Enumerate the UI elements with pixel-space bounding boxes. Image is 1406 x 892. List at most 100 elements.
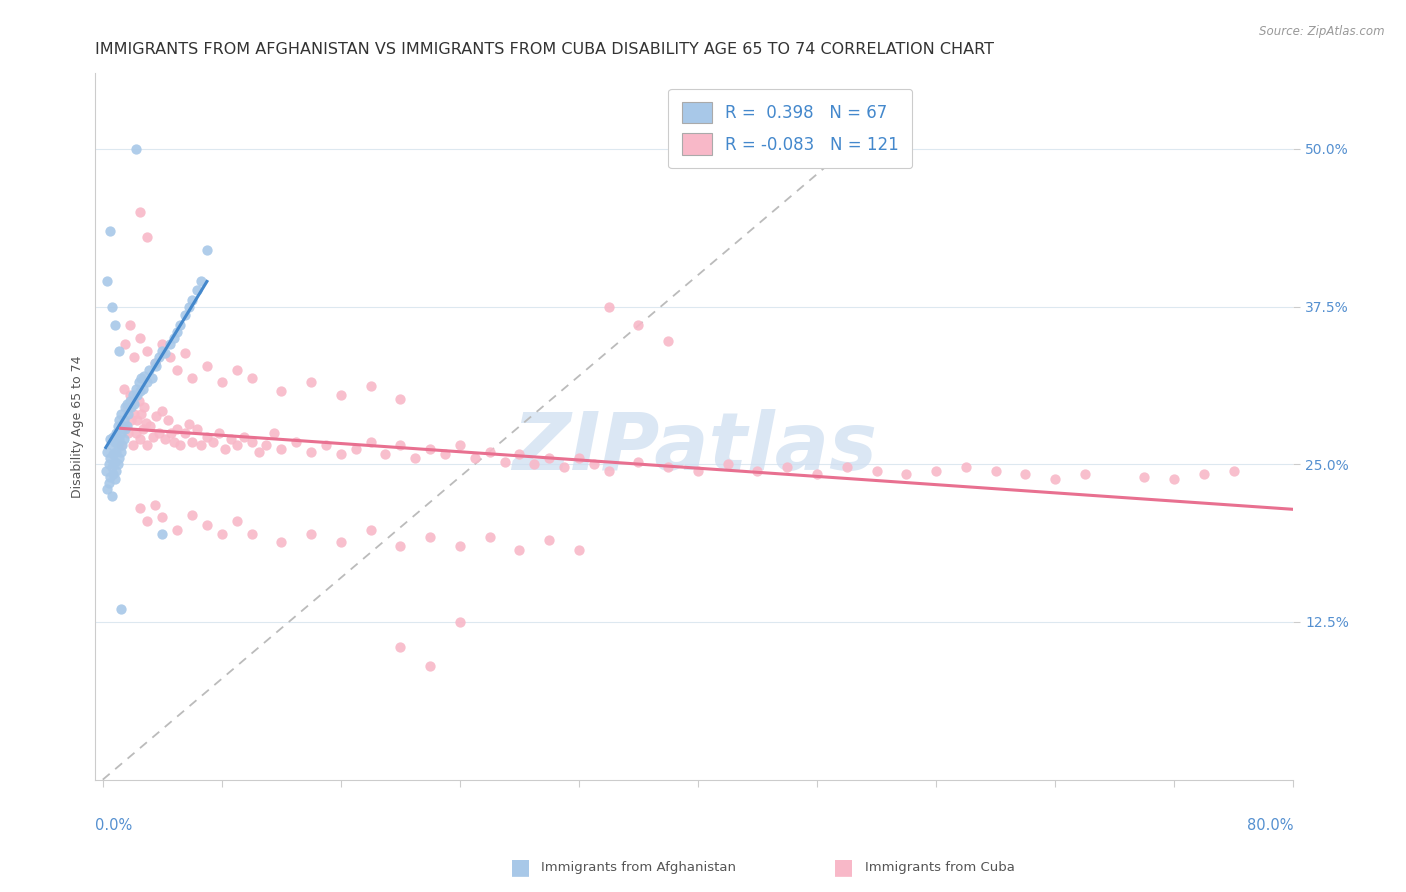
Point xyxy=(107,457,129,471)
Point xyxy=(169,438,191,452)
Point xyxy=(120,413,142,427)
Point xyxy=(98,470,121,484)
Point xyxy=(143,356,166,370)
Point xyxy=(131,407,153,421)
Point xyxy=(150,343,173,358)
Point xyxy=(270,384,292,398)
Point xyxy=(177,300,200,314)
Point xyxy=(142,429,165,443)
Point xyxy=(329,447,352,461)
Point xyxy=(1074,467,1097,482)
Point xyxy=(150,404,173,418)
Point xyxy=(124,382,146,396)
Point xyxy=(195,243,218,257)
Point xyxy=(344,442,367,456)
Point xyxy=(360,523,382,537)
Point xyxy=(434,447,457,461)
Point xyxy=(538,450,561,465)
Point xyxy=(299,376,322,390)
Point xyxy=(627,318,650,333)
Point xyxy=(128,394,150,409)
Point xyxy=(136,514,159,528)
Point xyxy=(568,450,591,465)
Text: 80.0%: 80.0% xyxy=(1247,819,1294,833)
Point xyxy=(598,464,620,478)
Point xyxy=(125,388,148,402)
Point xyxy=(173,346,195,360)
Point xyxy=(148,350,170,364)
Point xyxy=(110,444,132,458)
Point xyxy=(110,407,132,421)
Point xyxy=(299,526,322,541)
Point xyxy=(159,350,181,364)
Point xyxy=(186,283,208,297)
Point xyxy=(100,438,122,452)
Point xyxy=(419,659,441,673)
Point xyxy=(100,459,122,474)
Point xyxy=(389,539,412,553)
Point xyxy=(145,359,167,373)
Point xyxy=(104,434,127,449)
Text: ZIPatlas: ZIPatlas xyxy=(512,409,877,487)
Point xyxy=(134,368,156,383)
Point xyxy=(240,371,263,385)
Point xyxy=(538,533,561,547)
Point xyxy=(553,459,575,474)
Point xyxy=(124,425,146,440)
Point xyxy=(657,334,679,348)
Point xyxy=(256,438,278,452)
Point xyxy=(598,300,620,314)
Point xyxy=(270,535,292,549)
Point xyxy=(211,376,233,390)
Point xyxy=(508,447,530,461)
Point xyxy=(219,432,242,446)
Text: Immigrants from Cuba: Immigrants from Cuba xyxy=(865,861,1015,873)
Point xyxy=(117,407,139,421)
Point xyxy=(105,425,128,440)
Point xyxy=(208,425,231,440)
Point xyxy=(240,526,263,541)
Point xyxy=(129,205,152,219)
Point xyxy=(1014,467,1036,482)
Point xyxy=(315,438,337,452)
Point xyxy=(122,350,145,364)
Point xyxy=(155,346,177,360)
Point xyxy=(657,459,679,474)
Point xyxy=(98,432,121,446)
Point xyxy=(136,438,159,452)
Point xyxy=(1133,470,1156,484)
Point xyxy=(865,464,887,478)
Point xyxy=(925,464,948,478)
Point xyxy=(163,331,186,345)
Point xyxy=(112,413,135,427)
Point xyxy=(508,543,530,558)
Point xyxy=(225,514,247,528)
Point xyxy=(94,464,117,478)
Point xyxy=(166,362,188,376)
Point xyxy=(118,394,141,409)
Point xyxy=(835,459,858,474)
Point xyxy=(96,483,118,497)
Point xyxy=(118,388,141,402)
Point xyxy=(108,450,131,465)
Point xyxy=(132,422,155,436)
Point xyxy=(122,407,145,421)
Point xyxy=(135,416,157,430)
Point xyxy=(132,382,155,396)
Point xyxy=(115,419,138,434)
Point xyxy=(110,438,132,452)
Point xyxy=(129,331,152,345)
Point xyxy=(173,309,195,323)
Point xyxy=(98,450,121,465)
Point xyxy=(389,392,412,406)
Point xyxy=(117,425,139,440)
Point xyxy=(143,356,166,370)
Point xyxy=(103,429,125,443)
Point xyxy=(329,388,352,402)
Point xyxy=(97,457,120,471)
Point xyxy=(419,442,441,456)
Point xyxy=(150,510,173,524)
Point xyxy=(118,318,141,333)
Point xyxy=(214,442,236,456)
Point xyxy=(299,444,322,458)
